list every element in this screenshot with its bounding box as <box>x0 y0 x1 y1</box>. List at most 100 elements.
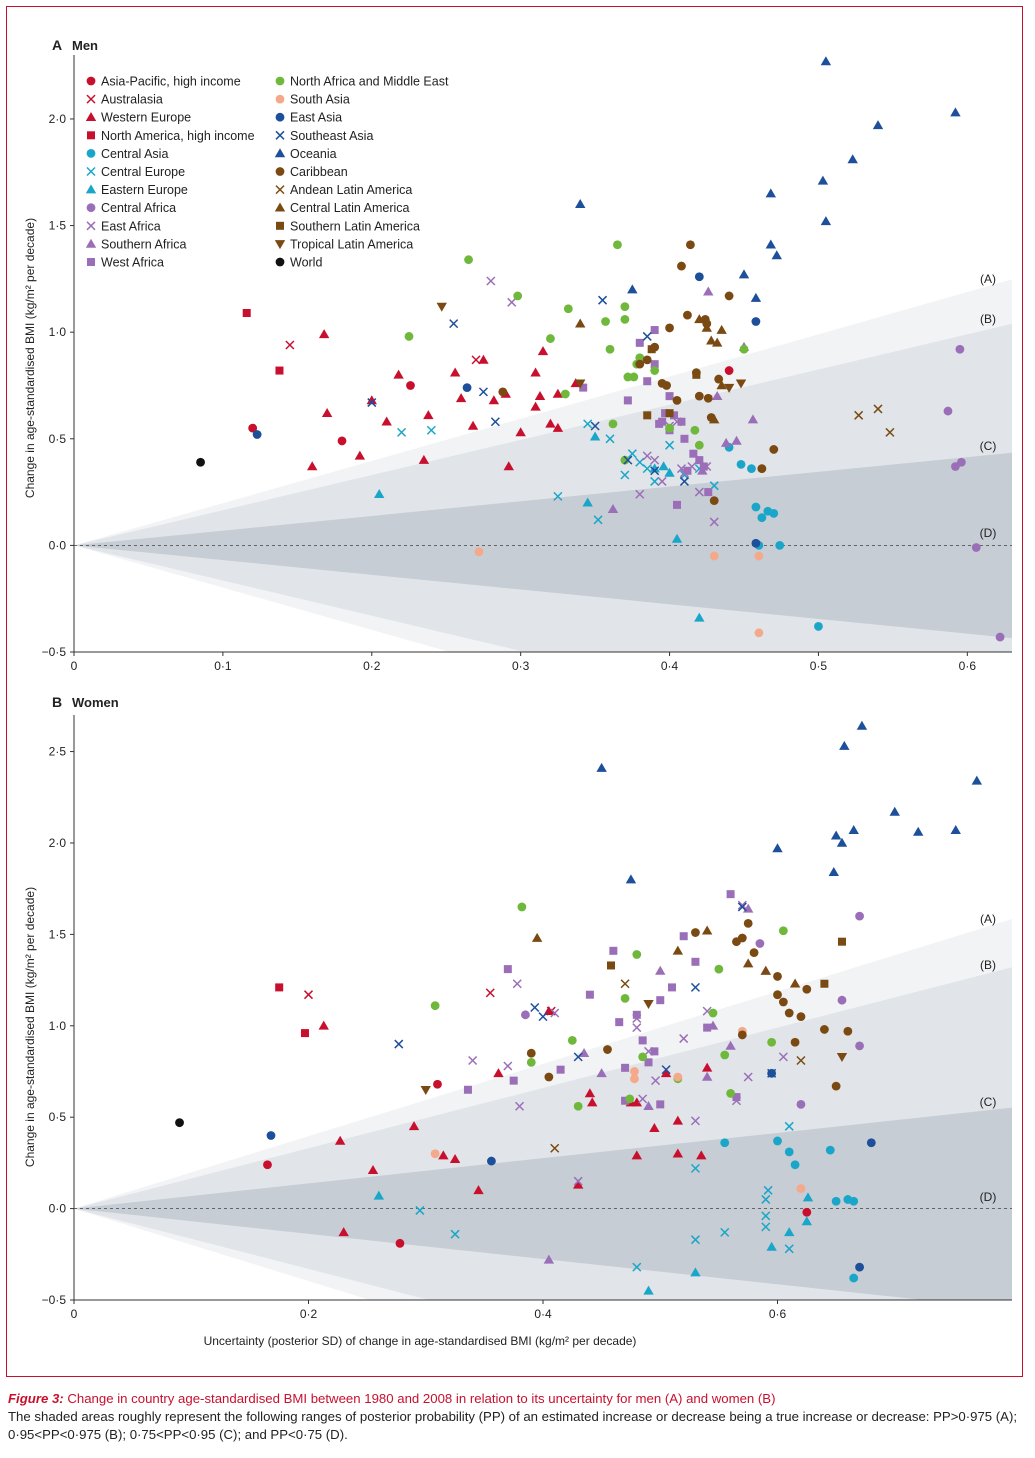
point-southeast-asia <box>598 295 608 305</box>
point-east-asia <box>462 383 472 393</box>
point-east-africa <box>550 1008 560 1018</box>
point-caribbean <box>498 387 508 397</box>
point-western-europe <box>493 1068 504 1078</box>
y-tick-label: 0·5 <box>49 432 67 446</box>
point-west-africa <box>621 1096 630 1105</box>
point-caribbean <box>796 1012 806 1022</box>
point-caribbean <box>737 1030 747 1040</box>
point-oceania <box>913 826 924 836</box>
point-caribbean <box>709 496 719 506</box>
point-central-europe <box>620 470 630 480</box>
point-central-latin-america <box>706 335 717 345</box>
point-west-africa <box>726 890 735 899</box>
point-asia-pacific-high <box>724 366 734 375</box>
point-eastern-europe <box>643 1285 654 1295</box>
point-southern-latin-america <box>607 961 616 970</box>
x-tick-label: 0·6 <box>959 659 977 673</box>
point-east-asia <box>252 430 262 439</box>
point-world <box>175 1118 184 1128</box>
point-western-europe <box>503 461 514 471</box>
point-eastern-europe <box>801 1216 813 1226</box>
point-east-africa <box>737 900 747 910</box>
legend-marker <box>86 76 96 86</box>
x-tick-label: 0 <box>71 1307 78 1321</box>
point-west-africa <box>638 1036 647 1045</box>
point-australasia <box>485 988 495 998</box>
axes-a: −0·5 0·0 0·5 1·0 1·5 2·0 0 0·1 0·2 0·3 0·4 0·5 0·6 (A… <box>42 55 1012 673</box>
point-central-africa <box>855 911 864 921</box>
point-tropical-latin-america <box>735 379 747 389</box>
legend-item-australasia: Australasia <box>86 93 163 107</box>
point-caribbean <box>662 381 671 390</box>
point-east-africa <box>507 297 517 307</box>
point-western-europe <box>530 401 541 411</box>
point-central-europe <box>635 457 645 467</box>
point-western-europe <box>545 418 556 428</box>
point-caribbean <box>802 984 812 994</box>
point-western-europe <box>534 390 546 400</box>
point-andean-latin-america <box>550 1143 560 1153</box>
point-south-asia <box>754 628 764 638</box>
point-caribbean <box>757 464 767 474</box>
point-west-africa <box>677 417 686 426</box>
point-central-asia <box>849 1273 859 1283</box>
point-southeast-asia <box>679 476 689 486</box>
point-north-africa-middle-east <box>560 389 570 399</box>
zone-label-d: (D) <box>980 526 997 540</box>
point-western-europe <box>321 408 333 417</box>
point-west-africa <box>699 462 708 471</box>
point-east-africa <box>690 1116 700 1126</box>
point-southern-africa <box>703 286 714 296</box>
point-central-europe <box>397 427 407 437</box>
point-eastern-europe <box>649 463 660 473</box>
point-oceania <box>872 120 884 130</box>
legend-item-north-america-high: North America, high income <box>87 129 255 143</box>
point-west-africa <box>673 500 681 509</box>
point-central-asia <box>747 464 756 474</box>
point-central-latin-america <box>701 925 713 935</box>
legend-marker <box>274 148 286 158</box>
point-east-africa <box>679 1034 689 1044</box>
legend-label: Andean Latin America <box>290 183 412 197</box>
point-oceania <box>836 837 848 847</box>
point-western-europe <box>530 367 541 377</box>
y-tick-label: −0·5 <box>42 645 67 659</box>
point-western-europe <box>318 329 330 339</box>
point-east-africa <box>778 1052 788 1062</box>
point-north-africa-middle-east <box>625 1094 635 1104</box>
point-central-asia <box>720 1138 730 1148</box>
point-west-africa <box>658 417 667 426</box>
legend-marker <box>275 257 285 267</box>
point-western-europe <box>587 1097 598 1107</box>
point-central-latin-america <box>672 945 684 955</box>
point-caribbean <box>743 919 753 928</box>
point-southern-africa <box>747 414 759 424</box>
point-central-latin-america <box>789 978 801 988</box>
point-western-europe <box>572 1179 584 1189</box>
point-central-asia <box>784 1147 794 1157</box>
point-central-africa <box>796 1099 806 1109</box>
point-oceania <box>856 720 868 730</box>
legend-marker <box>86 166 96 177</box>
zone-label-a: (A) <box>980 912 996 926</box>
legend-marker <box>275 167 285 176</box>
legend-marker <box>275 94 285 104</box>
legend-label: North Africa and Middle East <box>290 75 449 89</box>
point-central-europe <box>593 515 603 525</box>
point-caribbean <box>635 359 645 369</box>
point-southern-latin-america <box>820 979 829 988</box>
point-west-africa <box>621 1063 630 1072</box>
point-western-europe <box>449 367 461 377</box>
point-caribbean <box>790 1037 800 1047</box>
point-north-africa-middle-east <box>767 1037 777 1047</box>
point-caribbean <box>784 1008 794 1018</box>
point-north-africa-middle-east <box>650 366 660 375</box>
point-eastern-europe <box>690 1267 701 1277</box>
panel-letter-a: A <box>52 37 62 53</box>
point-caribbean <box>694 391 704 401</box>
point-central-europe <box>553 491 563 501</box>
legend-label: Eastern Europe <box>101 183 188 197</box>
point-western-europe <box>438 1150 449 1160</box>
point-australasia <box>471 355 481 365</box>
point-north-africa-middle-east <box>601 317 610 326</box>
